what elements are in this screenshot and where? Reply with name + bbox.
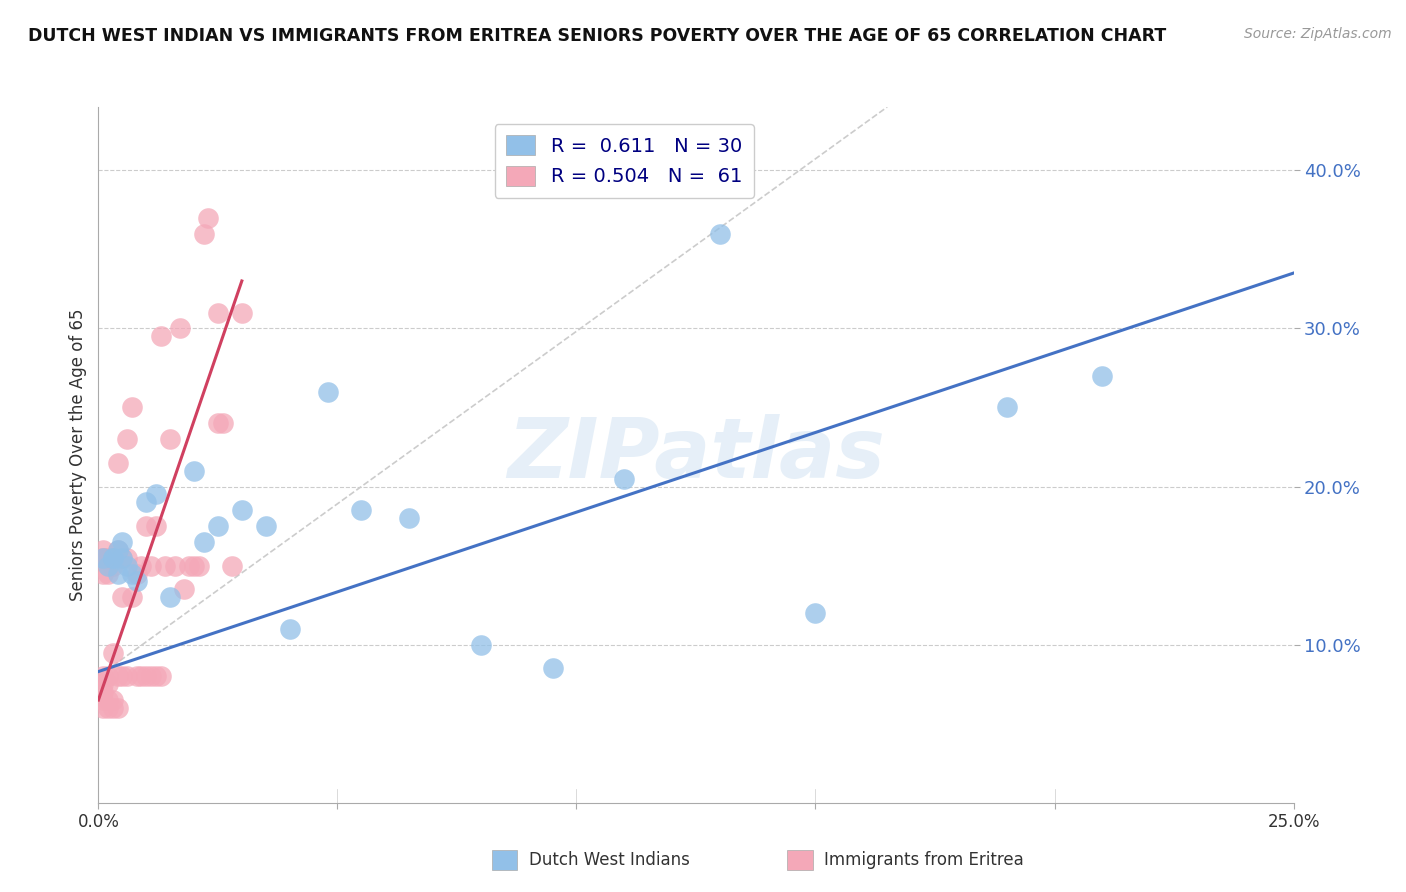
- Point: [173, 582, 195, 597]
- Point: [101, 693, 124, 707]
- Point: [350, 503, 373, 517]
- Point: [115, 669, 138, 683]
- Point: [107, 456, 129, 470]
- Point: [101, 550, 124, 565]
- Point: [398, 511, 420, 525]
- Point: [193, 227, 215, 241]
- Point: [221, 558, 243, 573]
- Point: [169, 321, 191, 335]
- Point: [97, 701, 120, 715]
- Point: [207, 305, 229, 319]
- Text: DUTCH WEST INDIAN VS IMMIGRANTS FROM ERITREA SENIORS POVERTY OVER THE AGE OF 65 : DUTCH WEST INDIAN VS IMMIGRANTS FROM ERI…: [28, 27, 1167, 45]
- Point: [91, 542, 114, 557]
- Point: [135, 669, 157, 683]
- Point: [107, 542, 129, 557]
- Point: [145, 519, 167, 533]
- Point: [995, 401, 1018, 415]
- Point: [91, 701, 114, 715]
- Point: [91, 550, 114, 565]
- Point: [183, 464, 205, 478]
- Point: [115, 550, 138, 565]
- Point: [115, 432, 138, 446]
- Point: [709, 227, 731, 241]
- Point: [207, 519, 229, 533]
- Point: [179, 558, 201, 573]
- Point: [163, 558, 186, 573]
- Point: [197, 211, 219, 225]
- Point: [193, 534, 215, 549]
- Point: [207, 417, 229, 431]
- Point: [131, 669, 153, 683]
- Point: [135, 495, 157, 509]
- Point: [101, 646, 124, 660]
- Point: [97, 693, 120, 707]
- Point: [613, 472, 636, 486]
- Point: [115, 558, 138, 573]
- Point: [111, 550, 134, 565]
- Point: [125, 669, 148, 683]
- Point: [159, 591, 181, 605]
- Point: [231, 305, 253, 319]
- Point: [97, 669, 120, 683]
- Point: [97, 550, 120, 565]
- Point: [91, 677, 114, 691]
- Point: [91, 550, 114, 565]
- Point: [91, 669, 114, 683]
- Point: [187, 558, 209, 573]
- Point: [101, 701, 124, 715]
- Point: [111, 669, 134, 683]
- Legend: R =  0.611   N = 30, R = 0.504   N =  61: R = 0.611 N = 30, R = 0.504 N = 61: [495, 124, 754, 198]
- Point: [139, 558, 162, 573]
- Point: [183, 558, 205, 573]
- Point: [125, 566, 148, 581]
- Point: [97, 550, 120, 565]
- Point: [159, 432, 181, 446]
- Point: [131, 558, 153, 573]
- Point: [231, 503, 253, 517]
- Point: [254, 519, 277, 533]
- Point: [121, 591, 143, 605]
- Point: [91, 550, 114, 565]
- Point: [316, 384, 339, 399]
- Point: [107, 542, 129, 557]
- Text: Immigrants from Eritrea: Immigrants from Eritrea: [824, 851, 1024, 869]
- Point: [111, 550, 134, 565]
- Point: [804, 606, 827, 620]
- Point: [145, 487, 167, 501]
- Point: [470, 638, 492, 652]
- Point: [211, 417, 233, 431]
- Point: [97, 558, 120, 573]
- Point: [135, 519, 157, 533]
- Point: [121, 566, 143, 581]
- Point: [149, 329, 172, 343]
- Point: [91, 685, 114, 699]
- Text: ZIPatlas: ZIPatlas: [508, 415, 884, 495]
- Point: [97, 677, 120, 691]
- Text: Source: ZipAtlas.com: Source: ZipAtlas.com: [1244, 27, 1392, 41]
- Point: [149, 669, 172, 683]
- Y-axis label: Seniors Poverty Over the Age of 65: Seniors Poverty Over the Age of 65: [69, 309, 87, 601]
- Point: [111, 534, 134, 549]
- Point: [278, 622, 301, 636]
- Point: [91, 550, 114, 565]
- Point: [155, 558, 177, 573]
- Point: [107, 566, 129, 581]
- Point: [145, 669, 167, 683]
- Point: [111, 591, 134, 605]
- Point: [121, 401, 143, 415]
- Point: [541, 661, 564, 675]
- Text: Dutch West Indians: Dutch West Indians: [529, 851, 689, 869]
- Point: [101, 550, 124, 565]
- Point: [107, 701, 129, 715]
- Point: [91, 566, 114, 581]
- Point: [97, 566, 120, 581]
- Point: [1091, 368, 1114, 383]
- Point: [107, 669, 129, 683]
- Point: [139, 669, 162, 683]
- Point: [125, 574, 148, 589]
- Point: [91, 693, 114, 707]
- Point: [101, 550, 124, 565]
- Point: [101, 558, 124, 573]
